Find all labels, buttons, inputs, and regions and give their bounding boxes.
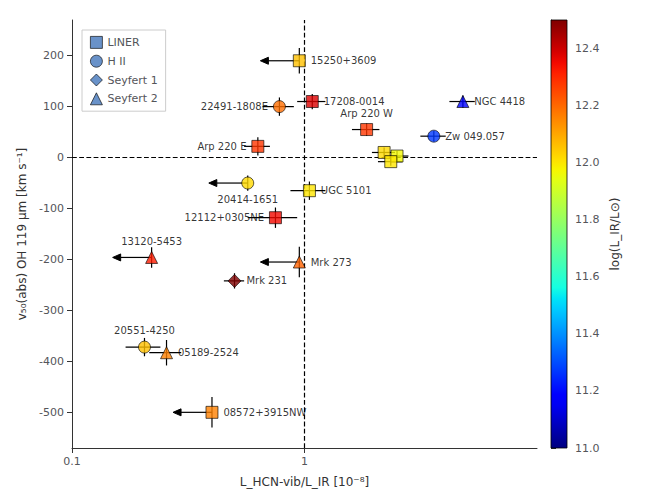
svg-text:log(L_IR/L⊙): log(L_IR/L⊙): [608, 197, 622, 270]
svg-text:0.1: 0.1: [63, 455, 81, 468]
svg-text:11.0: 11.0: [575, 442, 600, 455]
svg-text:11.8: 11.8: [575, 213, 600, 226]
svg-text:20414-1651: 20414-1651: [217, 194, 278, 205]
svg-text:Arp 220 E: Arp 220 E: [197, 141, 246, 152]
svg-text:-200: -200: [39, 253, 64, 266]
svg-text:05189-2524: 05189-2524: [178, 347, 239, 358]
svg-text:20551-4250: 20551-4250: [114, 325, 175, 336]
svg-text:12112+0305NE: 12112+0305NE: [185, 212, 264, 223]
svg-text:Seyfert 2: Seyfert 2: [107, 92, 157, 105]
svg-text:Seyfert 1: Seyfert 1: [107, 74, 157, 87]
svg-text:Arp 220 W: Arp 220 W: [340, 108, 393, 119]
svg-text:100: 100: [43, 100, 64, 113]
svg-text:08572+3915NW: 08572+3915NW: [223, 407, 306, 418]
svg-text:0: 0: [57, 151, 64, 164]
svg-text:v₅₀(abs) OH 119 μm [km s⁻¹]: v₅₀(abs) OH 119 μm [km s⁻¹]: [15, 148, 29, 320]
svg-text:-100: -100: [39, 202, 64, 215]
svg-text:22491-1808E: 22491-1808E: [201, 101, 268, 112]
svg-text:-400: -400: [39, 355, 64, 368]
svg-text:-300: -300: [39, 304, 64, 317]
svg-text:Mrk 273: Mrk 273: [311, 257, 352, 268]
svg-text:200: 200: [43, 49, 64, 62]
svg-text:12.4: 12.4: [575, 42, 600, 55]
svg-text:12.0: 12.0: [575, 156, 600, 169]
svg-text:H II: H II: [107, 55, 125, 68]
svg-text:LINER: LINER: [107, 36, 140, 49]
svg-text:11.4: 11.4: [575, 327, 600, 340]
svg-text:-500: -500: [39, 406, 64, 419]
svg-text:1: 1: [301, 455, 308, 468]
svg-text:UGC 5101: UGC 5101: [321, 185, 372, 196]
svg-text:L_HCN-vib/L_IR [10⁻⁸]: L_HCN-vib/L_IR [10⁻⁸]: [240, 475, 369, 489]
svg-text:15250+3609: 15250+3609: [311, 55, 377, 66]
svg-text:13120-5453: 13120-5453: [121, 236, 182, 247]
svg-text:17208-0014: 17208-0014: [324, 96, 385, 107]
svg-text:Zw 049.057: Zw 049.057: [445, 131, 505, 142]
svg-text:Mrk 231: Mrk 231: [246, 275, 287, 286]
svg-text:11.2: 11.2: [575, 384, 600, 397]
svg-text:11.6: 11.6: [575, 270, 600, 283]
svg-text:NGC 4418: NGC 4418: [474, 96, 525, 107]
svg-text:12.2: 12.2: [575, 99, 600, 112]
